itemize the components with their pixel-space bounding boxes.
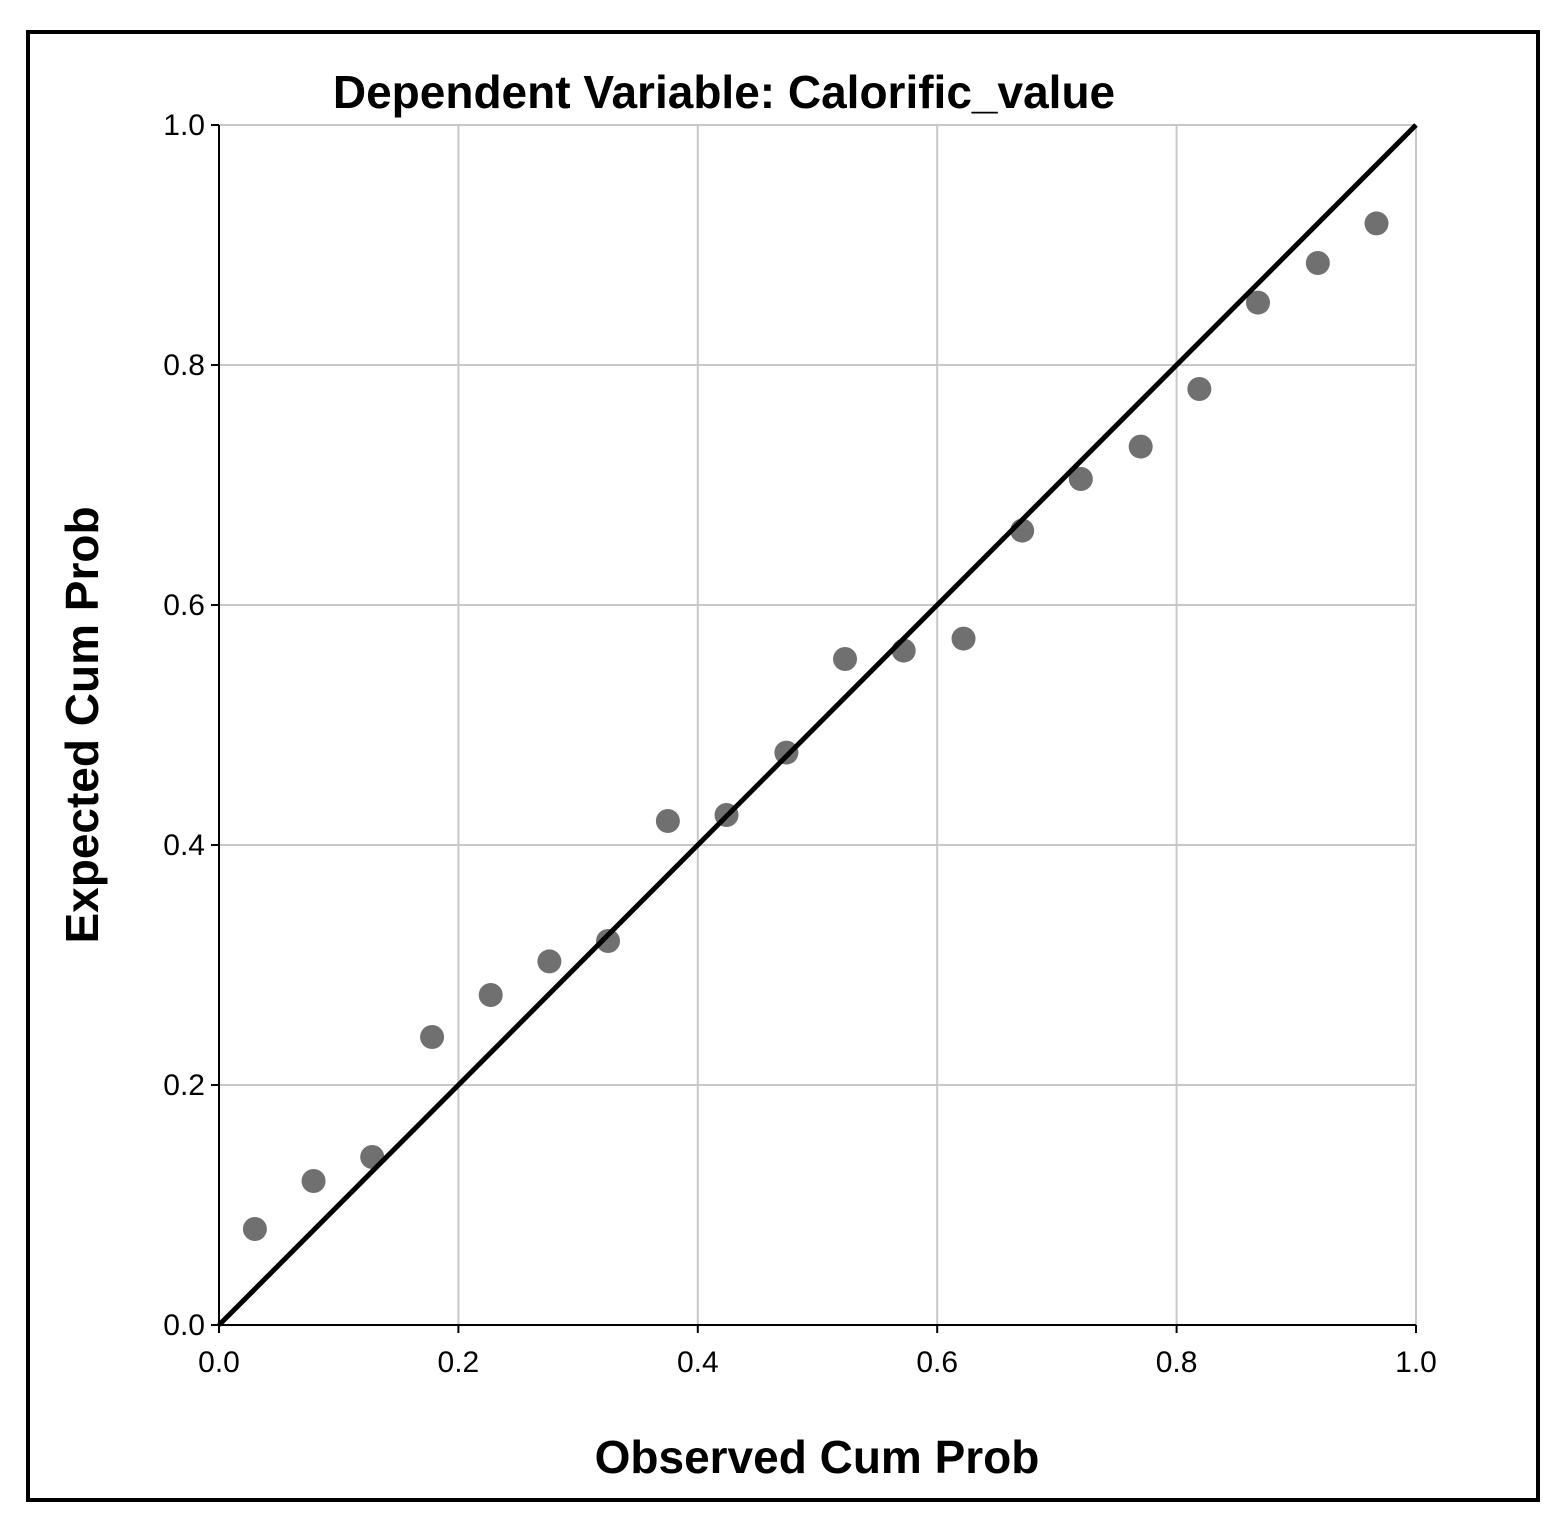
tick-labels: 0.0 0.2 0.4 0.6 0.8 1.0 0.0 0.2 0.4 0.6 0.8 1.0 <box>163 109 1437 1379</box>
data-point <box>1245 290 1270 315</box>
y-tick-label: 0.8 <box>163 349 205 382</box>
data-point <box>478 983 503 1007</box>
data-point <box>301 1169 326 1193</box>
y-axis-title: Expected Cum Prob <box>56 506 108 943</box>
x-tick-label: 0.6 <box>916 1346 958 1379</box>
y-tick-label: 0.2 <box>163 1069 205 1102</box>
x-tick-label: 0.0 <box>198 1346 240 1379</box>
data-point <box>420 1025 445 1049</box>
data-point <box>655 809 680 833</box>
y-tick-label: 0.0 <box>163 1309 205 1342</box>
data-point <box>596 929 621 953</box>
x-axis-title: Observed Cum Prob <box>595 1431 1040 1483</box>
chart-title: Dependent Variable: Calorific_value <box>333 66 1115 118</box>
y-tick-label: 0.4 <box>163 829 205 862</box>
data-point <box>891 638 916 663</box>
y-tick-label: 1.0 <box>163 109 205 142</box>
axes <box>218 125 1416 1326</box>
data-point <box>1068 467 1093 491</box>
x-tick-label: 0.4 <box>677 1346 719 1379</box>
data-point <box>951 626 976 651</box>
chart-frame <box>26 30 1540 1502</box>
data-point <box>833 647 858 671</box>
data-point <box>242 1217 267 1241</box>
x-tick-label: 0.2 <box>438 1346 480 1379</box>
x-tick-label: 1.0 <box>1395 1346 1437 1379</box>
y-tick-label: 0.6 <box>163 589 205 622</box>
data-point <box>774 740 799 765</box>
data-point <box>1187 377 1212 401</box>
data-points <box>242 211 1389 1241</box>
data-point <box>537 949 562 974</box>
x-tick-label: 0.8 <box>1156 1346 1198 1379</box>
reference-diagonal-line <box>217 123 1418 1327</box>
data-point <box>1128 434 1153 459</box>
data-point <box>1305 251 1330 275</box>
data-point <box>1364 211 1389 236</box>
grid-lines <box>219 124 1417 1325</box>
